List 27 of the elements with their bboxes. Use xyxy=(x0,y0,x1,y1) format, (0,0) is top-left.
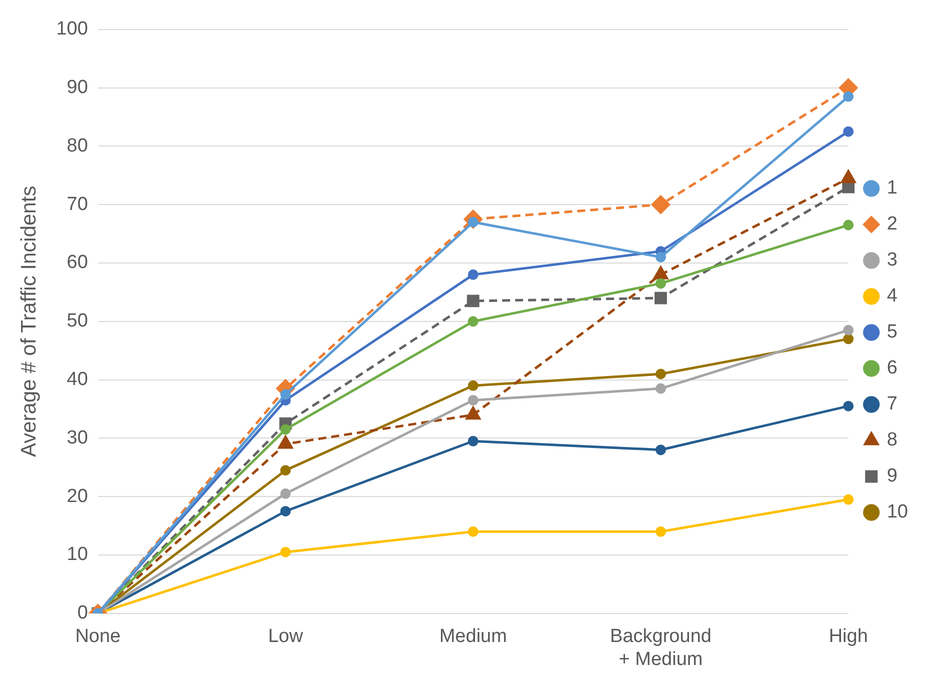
y-tick-label: 90 xyxy=(66,77,88,98)
x-tick-label: Background + Medium xyxy=(610,626,712,670)
legend-label: 10 xyxy=(886,502,908,523)
y-tick-label: 0 xyxy=(77,602,88,624)
y-tick-label: 60 xyxy=(66,252,88,274)
y-tick-label: 10 xyxy=(66,544,88,566)
legend-label: 9 xyxy=(886,466,898,487)
y-tick-label: 80 xyxy=(66,135,88,156)
x-tick-label: Medium xyxy=(439,626,507,648)
x-tick-label: Low xyxy=(268,626,304,648)
y-tick-label: 30 xyxy=(66,427,88,448)
legend-label: 7 xyxy=(886,394,898,415)
legend-label: 3 xyxy=(886,250,898,271)
legend-label: 5 xyxy=(886,322,898,343)
legend-label: 2 xyxy=(886,214,898,235)
y-tick-label: 50 xyxy=(66,310,88,332)
legend-label: 6 xyxy=(886,358,898,379)
legend-label: 8 xyxy=(886,430,898,451)
x-tick-label: None xyxy=(75,626,121,648)
legend-label: 4 xyxy=(886,286,898,307)
legend-label: 1 xyxy=(886,178,898,199)
y-tick-label: 40 xyxy=(66,369,88,390)
x-tick-label: High xyxy=(828,626,868,648)
y-tick-label: 20 xyxy=(66,486,88,507)
y-tick-label: 70 xyxy=(66,194,88,215)
y-tick-label: 100 xyxy=(56,18,88,40)
y-axis-title: Average # of Traffic Incidents xyxy=(17,186,40,458)
